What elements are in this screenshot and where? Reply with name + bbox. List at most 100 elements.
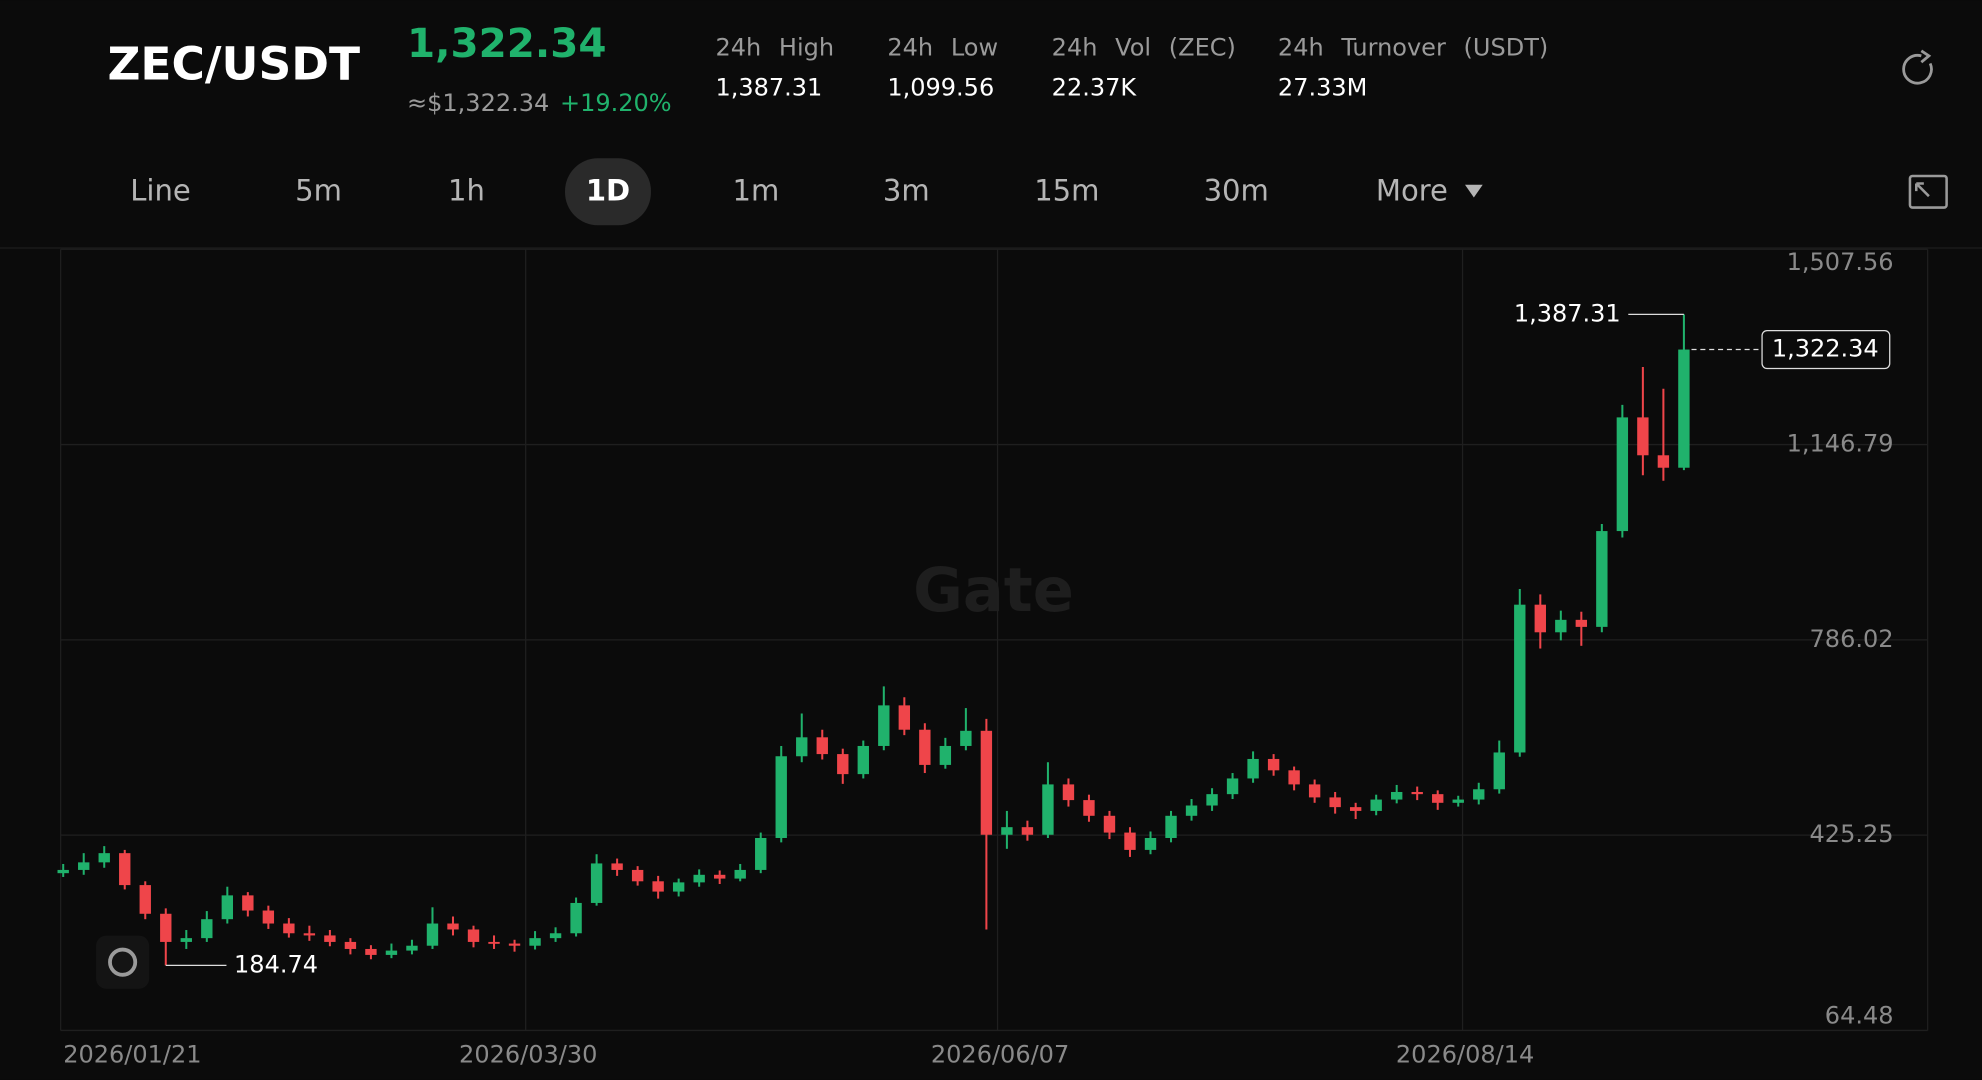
candle-body [1514,604,1526,753]
candle-body [1042,784,1054,835]
y-tick-label: 425.25 [1810,820,1894,848]
candle-body [1247,758,1259,779]
candle-body [857,745,869,775]
stat-value: 1,099.56 [887,74,994,102]
tabs: Line 5m 1h 1D 1m 3m 15m 30m More [130,173,1483,207]
y-tick-label: 1,507.56 [1787,248,1894,276]
candle-body [447,923,459,930]
candle-body [919,729,931,765]
candle-body [1267,758,1280,771]
candle-body [775,756,787,838]
candle-body [1165,815,1177,838]
tab[interactable]: 5m [295,173,342,207]
fullscreen-icon[interactable] [1908,174,1948,209]
candle-body [385,950,398,955]
candle-body [1391,791,1403,800]
tab[interactable]: 1D [586,173,630,207]
candle-body [1555,619,1567,633]
x-tick-label: 2026/03/30 [459,1041,597,1069]
candle-body [1370,799,1382,811]
x-tick-label: 2026/06/07 [931,1041,1069,1069]
candle-body [590,863,603,903]
candle-body [1596,531,1608,627]
candle-body [488,941,500,944]
candle-body [467,929,480,942]
stat-label: 24h Vol (ZEC) [1052,33,1236,61]
tab[interactable]: More [1376,173,1448,207]
last-price-label: 1,322.34 [1772,335,1879,363]
candle-body [1062,784,1075,801]
stat-value: 22.37K [1052,74,1138,102]
approx-price: ≈$1,322.34 [407,89,549,117]
stats: 24h High 1,387.31 24h Low 1,099.56 24h Vol (… [715,33,1548,101]
x-tick-label: 2026/01/21 [63,1041,201,1069]
candle-body [1616,417,1629,532]
candle-body [201,919,213,939]
candle-body [1637,417,1649,456]
candle-body [734,869,746,879]
candle-body [1021,827,1034,835]
candle-body [508,943,521,946]
change: +19.20% [560,89,672,117]
y-tick-label: 1,146.79 [1787,430,1894,458]
candle-body [1103,815,1116,833]
candle-body [1226,778,1239,795]
candle-body [344,941,357,949]
candle-body [324,935,336,942]
candle-body [529,938,541,946]
candle-body [1308,784,1321,798]
tab[interactable]: Line [130,173,191,207]
watermark: Gate [913,556,1074,626]
tab[interactable]: 15m [1034,173,1099,207]
stat-label: 24h Low [887,33,998,61]
pair: ZEC/USDT [107,38,360,91]
candle-body [816,737,828,755]
candle-body [1678,349,1690,468]
candle-body [980,730,993,835]
candle-body [755,837,767,870]
candle-body [652,881,664,892]
tab[interactable]: 1m [732,173,779,207]
stat-label: 24h High [715,33,834,61]
tab[interactable]: 3m [883,173,930,207]
candle-body [1432,794,1444,803]
last-price-box [1761,329,1891,370]
logo-button[interactable] [96,935,150,989]
dropdown-arrow [1465,184,1483,198]
stat-value: 27.33M [1278,74,1367,102]
tab[interactable]: 1h [448,173,485,207]
candle-body [837,754,849,775]
candle-body [160,913,172,942]
candle-body [1411,791,1423,795]
candle-body [1575,619,1588,627]
candle-body [119,853,131,886]
tab[interactable]: 30m [1204,173,1269,207]
candle-body [1144,837,1157,850]
plot: 1,387.31 184.74 1,322.34 [57,299,1891,978]
candle-body [1329,797,1341,808]
candle-body [693,874,705,883]
candle-body [570,902,582,934]
last-price: 1,322.34 [407,19,607,67]
candle-body [1288,770,1300,785]
candle-body [796,737,808,757]
x-tick-label: 2026/08/14 [1396,1041,1534,1069]
candle-body [78,862,90,870]
high-label: 1,387.31 [1514,299,1621,327]
candle-body [960,730,972,746]
candle-body [631,869,644,882]
candle-body [1001,827,1013,835]
candle-body [549,933,562,939]
candle-body [1185,805,1198,816]
refresh-icon[interactable] [1902,49,1933,85]
active-tab-bg [565,158,651,226]
candle-body [1083,800,1095,816]
candle-body [1473,789,1485,800]
candle-body [898,705,911,730]
candle-body [672,882,685,892]
candle-body [283,923,295,934]
stat-value: 1,387.31 [715,74,822,102]
y-tick-label: 786.02 [1810,625,1894,653]
candle-body [262,910,275,924]
